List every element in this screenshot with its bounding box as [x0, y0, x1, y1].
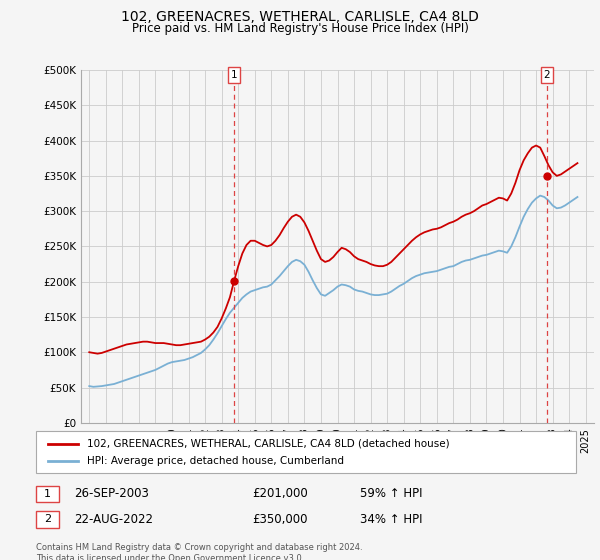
Text: Price paid vs. HM Land Registry's House Price Index (HPI): Price paid vs. HM Land Registry's House …: [131, 22, 469, 35]
Text: 34% ↑ HPI: 34% ↑ HPI: [360, 512, 422, 526]
Text: 2: 2: [544, 70, 550, 80]
Text: Contains HM Land Registry data © Crown copyright and database right 2024.
This d: Contains HM Land Registry data © Crown c…: [36, 543, 362, 560]
Text: 1: 1: [230, 70, 237, 80]
Text: £350,000: £350,000: [252, 512, 308, 526]
Text: 2: 2: [44, 514, 51, 524]
Text: £201,000: £201,000: [252, 487, 308, 501]
Text: 1: 1: [44, 489, 51, 499]
Text: HPI: Average price, detached house, Cumberland: HPI: Average price, detached house, Cumb…: [87, 456, 344, 466]
Text: 26-SEP-2003: 26-SEP-2003: [74, 487, 149, 501]
Text: 22-AUG-2022: 22-AUG-2022: [74, 512, 153, 526]
Text: 102, GREENACRES, WETHERAL, CARLISLE, CA4 8LD: 102, GREENACRES, WETHERAL, CARLISLE, CA4…: [121, 10, 479, 24]
Text: 102, GREENACRES, WETHERAL, CARLISLE, CA4 8LD (detached house): 102, GREENACRES, WETHERAL, CARLISLE, CA4…: [87, 439, 449, 449]
Text: 59% ↑ HPI: 59% ↑ HPI: [360, 487, 422, 501]
